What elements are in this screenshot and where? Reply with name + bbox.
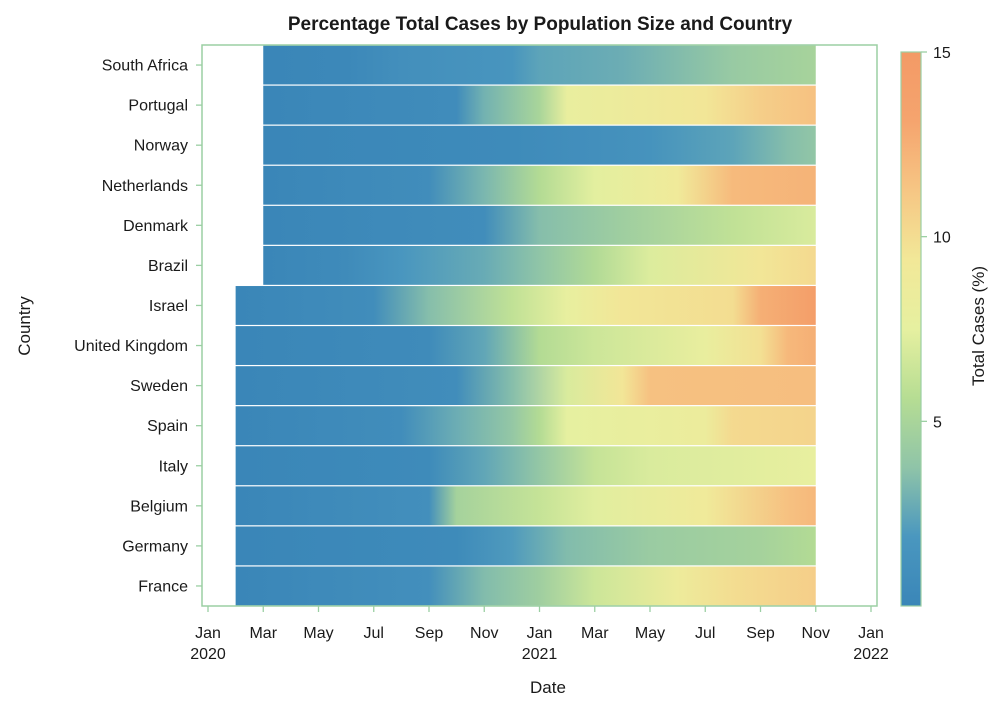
y-tick-label-brazil: Brazil [148, 258, 188, 275]
y-tick-label-sweden: Sweden [130, 378, 188, 395]
heat-row-sweden [235, 366, 816, 406]
x-tick-label: 2022 [853, 646, 889, 663]
colorbar-tick-label: 5 [933, 414, 942, 431]
x-tick-label: Nov [470, 625, 498, 642]
colorbar-label: Total Cases (%) [969, 266, 988, 386]
y-tick-label-spain: Spain [147, 418, 188, 435]
x-tick-label: 2020 [190, 646, 226, 663]
x-tick-label: May [635, 625, 665, 642]
heat-row-france [235, 566, 816, 606]
x-tick-label: Jan [195, 625, 221, 642]
x-tick-label: Mar [581, 625, 609, 642]
y-tick-label-belgium: Belgium [130, 498, 188, 515]
x-tick-label: May [303, 625, 333, 642]
y-tick-label-south-africa: South Africa [102, 58, 188, 75]
y-tick-label-italy: Italy [159, 458, 188, 475]
heat-row-south-africa [263, 45, 816, 85]
heat-row-germany [235, 526, 816, 566]
y-tick-label-norway: Norway [134, 138, 188, 155]
heat-row-israel [235, 286, 816, 325]
x-axis-label: Date [530, 678, 566, 697]
x-tick-label: Jul [364, 625, 384, 642]
x-axis: Jan 2020 Mar May Jul Sep Nov Jan 2021 Mar May Jul Se… [190, 606, 889, 663]
heat-row-denmark [263, 205, 816, 245]
y-tick-label-israel: Israel [149, 298, 188, 315]
x-tick-label: Nov [802, 625, 830, 642]
heat-row-brazil [263, 245, 816, 285]
heat-row-italy [235, 446, 816, 486]
y-tick-label-netherlands: Netherlands [102, 178, 188, 195]
y-axis-label: Country [15, 296, 34, 356]
x-tick-label: Sep [746, 625, 775, 642]
plot-area [235, 45, 816, 606]
x-tick-label: Mar [249, 625, 277, 642]
x-tick-label: Jan [858, 625, 884, 642]
colorbar: 5 10 15 [900, 45, 951, 607]
heat-row-norway [263, 125, 816, 165]
y-tick-label-denmark: Denmark [123, 218, 189, 235]
heat-row-spain [235, 406, 816, 446]
y-axis: South Africa Portugal Norway Netherlands Den… [74, 58, 202, 595]
colorbar-tick-label: 10 [933, 230, 951, 247]
x-tick-label: Jul [695, 625, 715, 642]
y-tick-label-united-kingdom: United Kingdom [74, 338, 188, 355]
x-tick-label: Sep [415, 625, 444, 642]
x-tick-label: 2021 [522, 646, 558, 663]
heat-row-united-kingdom [235, 326, 816, 365]
y-tick-label-germany: Germany [122, 538, 188, 555]
chart-title: Percentage Total Cases by Population Siz… [288, 14, 793, 35]
x-tick-label: Jan [527, 625, 553, 642]
heat-row-portugal [263, 85, 816, 125]
y-tick-label-portugal: Portugal [128, 98, 188, 115]
colorbar-tick-label: 15 [933, 45, 951, 62]
y-tick-label-france: France [138, 578, 188, 595]
heat-row-netherlands [263, 165, 816, 205]
heat-row-belgium [235, 486, 816, 526]
colorbar-gradient [900, 51, 922, 607]
